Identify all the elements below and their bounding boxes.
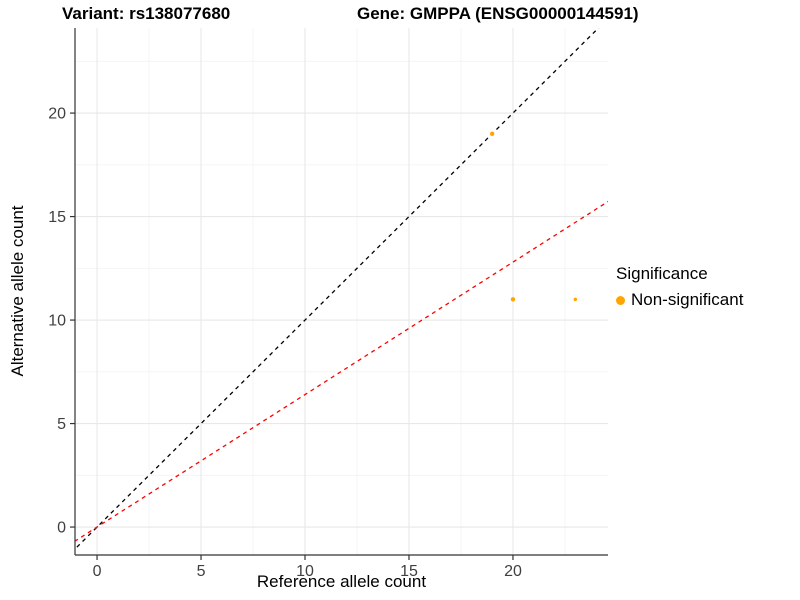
y-tick-label: 15 (48, 209, 66, 226)
identity-line (75, 28, 600, 550)
legend-item: Non-significant (616, 290, 743, 310)
legend-point-icon (616, 295, 625, 305)
data-point (510, 297, 516, 302)
x-tick-label: 0 (93, 563, 102, 580)
legend-item-label: Non-significant (631, 290, 744, 309)
x-axis-title: Reference allele count (256, 572, 427, 591)
gene-title: Gene: GMPPA (ENSG00000144591) (357, 4, 639, 23)
legend-title: Significance (616, 264, 708, 283)
data-point (489, 131, 495, 136)
expected-ratio-line (75, 200, 608, 542)
y-tick-label: 5 (57, 416, 66, 433)
legend: Significance Non-significant (616, 264, 743, 310)
y-tick-label: 10 (48, 313, 66, 330)
variant-title: Variant: rs138077680 (62, 4, 231, 23)
data-point (573, 297, 578, 302)
y-tick-label: 0 (57, 520, 66, 537)
x-tick-label: 15 (400, 563, 418, 580)
x-tick-label: 5 (197, 563, 206, 580)
x-tick-label: 10 (296, 563, 314, 580)
x-tick-label: 20 (504, 563, 522, 580)
y-tick-label: 20 (48, 106, 66, 123)
